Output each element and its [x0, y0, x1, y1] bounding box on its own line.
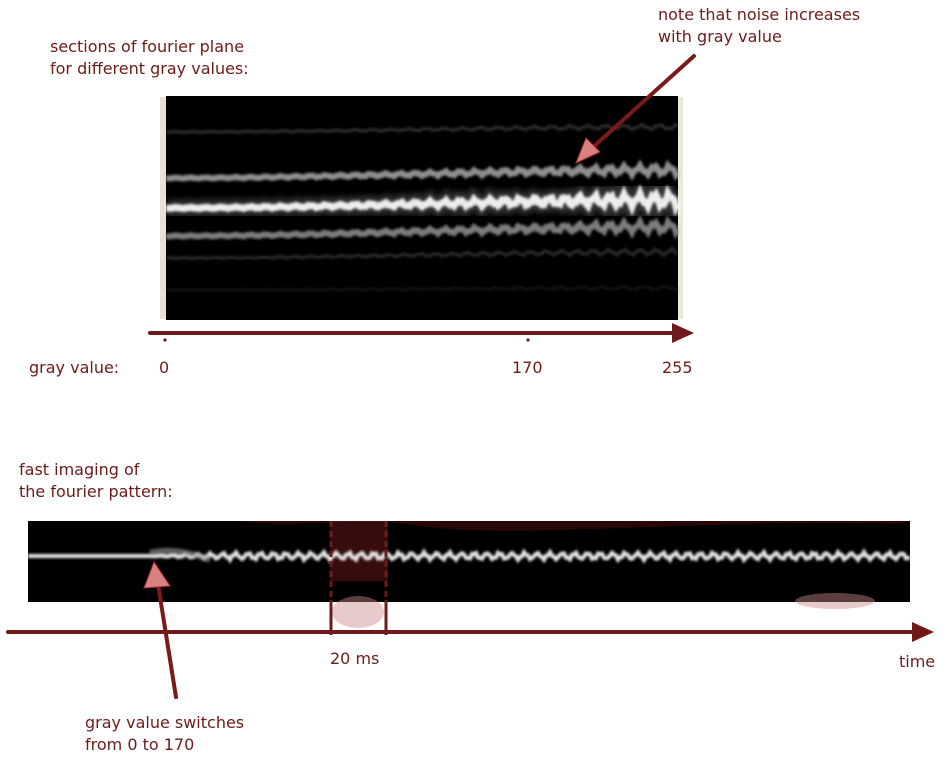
- tick-label-255: 255: [662, 358, 693, 377]
- switch-annotation-text: gray value switches from 0 to 170: [85, 712, 244, 756]
- gray-value-axis-label: gray value:: [29, 358, 120, 377]
- switch-arrow-head: [143, 560, 171, 589]
- upper-band: [166, 159, 681, 182]
- image-left-edge: [160, 97, 166, 319]
- top-panel-title: sections of fourier plane for different …: [50, 36, 249, 80]
- noise-annotation-text: note that noise increases with gray valu…: [658, 4, 860, 48]
- gray-value-axis: [148, 323, 694, 343]
- gray-value-axis-arrowhead: [672, 323, 694, 343]
- noise-annotation-line-1: note that noise increases: [658, 5, 861, 24]
- switch-annotation-arrow: [143, 560, 178, 699]
- tick-label-0: 0: [159, 358, 170, 377]
- fourier-sections-image: [160, 96, 685, 320]
- tick-label-170: 170: [512, 358, 543, 377]
- upper-faint-band: [165, 122, 679, 134]
- transition-smear: [149, 547, 212, 563]
- bottom-title-line-1: fast imaging of: [19, 460, 140, 479]
- top-title-line-1: sections of fourier plane: [50, 37, 245, 56]
- noise-arrow-head: [575, 137, 601, 164]
- noise-arrow-shaft: [590, 54, 696, 150]
- fast-image-background: [28, 521, 910, 602]
- switch-annotation-line-2: from 0 to 170: [85, 735, 195, 754]
- noise-annotation-arrow: [575, 54, 696, 164]
- tint-overlay-top: [240, 521, 910, 531]
- switch-annotation-line-1: gray value switches: [85, 713, 245, 732]
- fast-imaging-image: [28, 521, 911, 628]
- bottom-title-line-2: the fourier pattern:: [19, 482, 173, 501]
- lower-band: [166, 215, 681, 240]
- switch-arrow-shaft: [155, 576, 178, 699]
- corner-highlight: [795, 593, 875, 609]
- bottom-faint-band: [165, 284, 679, 292]
- interval-tint: [330, 521, 388, 581]
- bottom-panel-title: fast imaging of the fourier pattern:: [19, 459, 173, 503]
- time-axis-arrowhead: [912, 622, 934, 642]
- interval-highlight: [332, 596, 384, 628]
- central-band-glow: [166, 172, 685, 229]
- tick-mark-170: [526, 338, 530, 342]
- lower-faint-band: [165, 245, 679, 260]
- time-axis-label: time: [899, 652, 936, 671]
- tick-mark-0: [163, 338, 167, 342]
- time-axis: [6, 622, 934, 642]
- fourier-trace: [28, 548, 911, 564]
- top-title-line-2: for different gray values:: [50, 59, 249, 78]
- noise-annotation-line-2: with gray value: [658, 27, 782, 46]
- interval-markers: [329, 521, 388, 635]
- interval-label: 20 ms: [330, 649, 380, 668]
